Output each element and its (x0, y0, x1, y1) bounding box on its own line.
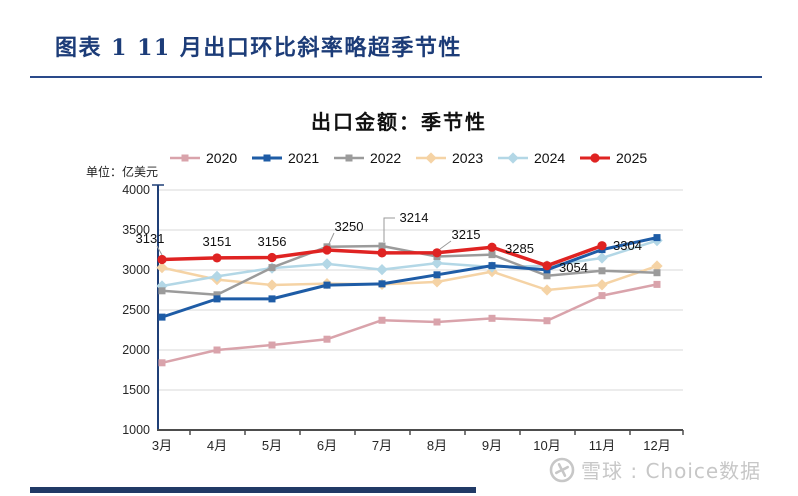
svg-text:2500: 2500 (122, 303, 150, 317)
title-divider (30, 76, 762, 78)
svg-text:10月: 10月 (533, 438, 560, 453)
page-title: 图表 1 11 月出口环比斜率略超季节性 (55, 35, 462, 61)
svg-text:3285: 3285 (505, 241, 534, 256)
svg-text:11月: 11月 (589, 438, 616, 453)
svg-text:5月: 5月 (262, 438, 282, 453)
svg-text:2020: 2020 (206, 150, 237, 166)
svg-text:3151: 3151 (203, 234, 232, 249)
svg-text:8月: 8月 (427, 438, 447, 453)
svg-text:2025: 2025 (616, 150, 647, 166)
series-2021 (158, 234, 661, 321)
chart-legend: 2020 2021 2022 2023 2024 2025 (170, 150, 647, 166)
watermark: 雪球 : Choice数据 (548, 455, 761, 484)
svg-text:3250: 3250 (335, 219, 364, 234)
y-gridlines (158, 189, 683, 391)
svg-text:2024: 2024 (534, 150, 565, 166)
svg-text:2000: 2000 (122, 343, 150, 357)
svg-text:3156: 3156 (258, 234, 287, 249)
svg-text:3500: 3500 (122, 223, 150, 237)
series-2025 (157, 241, 607, 271)
svg-text:1000: 1000 (122, 423, 150, 437)
svg-text:2023: 2023 (452, 150, 483, 166)
svg-text:9月: 9月 (482, 438, 502, 453)
svg-text:3054: 3054 (559, 260, 588, 275)
xueqiu-logo-icon (549, 457, 575, 482)
data-labels: 3131 3151 3156 3250 3214 3215 3285 3054 3304 (136, 210, 642, 275)
svg-text:1500: 1500 (122, 383, 150, 397)
svg-text:12月: 12月 (643, 438, 670, 453)
svg-text:4月: 4月 (207, 438, 227, 453)
series-2020 (158, 280, 661, 367)
svg-text:3131: 3131 (136, 231, 165, 246)
watermark-text: 雪球 : Choice数据 (581, 459, 762, 483)
y-axis-labels: 1000 1500 2000 2500 3000 3500 4000 (122, 183, 150, 437)
svg-text:3215: 3215 (452, 227, 481, 242)
unit-label: 单位：亿美元 (86, 165, 159, 179)
svg-text:2022: 2022 (370, 150, 401, 166)
footer-bar (30, 487, 476, 493)
svg-text:4000: 4000 (122, 183, 150, 197)
svg-text:2021: 2021 (288, 150, 319, 166)
x-axis-labels: 3月 4月 5月 6月 7月 8月 9月 10月 11月 12月 (152, 438, 671, 453)
svg-text:3000: 3000 (122, 263, 150, 277)
svg-text:6月: 6月 (317, 438, 337, 453)
svg-text:3214: 3214 (400, 210, 429, 225)
svg-text:3304: 3304 (613, 238, 642, 253)
svg-text:3月: 3月 (152, 438, 172, 453)
chart-title: 出口金额：季节性 (311, 110, 487, 134)
axes (152, 184, 684, 435)
svg-text:7月: 7月 (372, 438, 392, 453)
